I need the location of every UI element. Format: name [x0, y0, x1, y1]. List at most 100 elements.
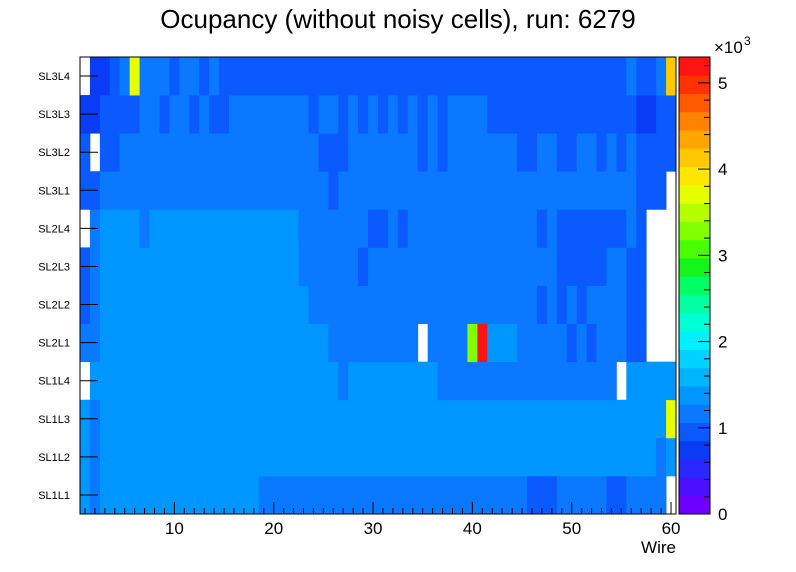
heatmap-cell — [477, 399, 488, 439]
heatmap-cell — [99, 95, 140, 134]
heatmap-cell — [387, 95, 399, 134]
heatmap-cell — [626, 399, 657, 439]
heatmap-cell — [109, 285, 140, 324]
heatmap-cell — [199, 95, 210, 134]
heatmap-cell — [129, 57, 140, 96]
heatmap-cell — [318, 133, 349, 172]
colorbar-swatch — [679, 440, 710, 460]
heatmap-cell — [556, 285, 568, 324]
heatmap-cell — [358, 247, 369, 286]
heatmap-cell — [338, 361, 349, 401]
heatmap-cell — [606, 133, 617, 172]
heatmap-cell — [139, 95, 160, 134]
heatmap-cell — [646, 133, 677, 172]
x-axis: 10 20 30 40 50 60 — [84, 502, 680, 538]
heatmap-cell — [99, 323, 131, 363]
colorbar-swatch — [679, 312, 710, 332]
heatmap-cell — [169, 247, 200, 286]
chart-title: Ocupancy (without noisy cells), run: 627… — [160, 4, 636, 34]
heatmap-cell — [298, 247, 359, 286]
heatmap-cells — [80, 57, 677, 515]
heatmap-cell — [139, 285, 170, 324]
heatmap-cell — [179, 57, 200, 96]
heatmap-cell — [636, 209, 647, 248]
heatmap-cell — [636, 95, 657, 134]
y-tick-label: SL2L2 — [38, 300, 70, 312]
heatmap-cell — [477, 323, 488, 363]
heatmap-cell — [527, 475, 558, 515]
heatmap-cell — [576, 285, 587, 324]
heatmap-cell — [596, 133, 607, 172]
heatmap-cell — [189, 95, 200, 134]
heatmap-cell — [318, 95, 339, 134]
y-axis: SL1L1 SL1L2 SL1L3 SL1L4 SL2L1 SL2L2 SL2L3 SL2L4… — [38, 71, 98, 502]
heatmap-cell — [169, 57, 180, 96]
heatmap-cell — [586, 285, 627, 324]
heatmap-cell — [536, 285, 548, 324]
heatmap-cell — [626, 475, 667, 515]
heatmap-cell — [487, 95, 637, 134]
heatmap-cell — [258, 323, 329, 363]
heatmap-cell — [397, 95, 409, 134]
colorbar-swatch — [679, 258, 710, 277]
heatmap-cell — [368, 209, 389, 248]
heatmap-cell — [99, 437, 637, 477]
heatmap-cell — [149, 475, 220, 515]
colorbar-tick-label: 3 — [718, 246, 727, 265]
colorbar-multiplier-exponent: 3 — [744, 34, 751, 48]
x-tick-label: 10 — [165, 519, 184, 538]
colorbar-swatch — [679, 422, 710, 442]
colorbar-swatch — [679, 203, 710, 222]
heatmap-cell — [487, 399, 528, 439]
heatmap-cell — [626, 361, 637, 401]
colorbar-swatch — [679, 459, 710, 478]
heatmap-cell — [546, 285, 558, 324]
colorbar-swatch — [679, 495, 710, 515]
y-tick-label: SL3L4 — [38, 71, 70, 83]
x-tick-label: 50 — [562, 519, 581, 538]
y-tick-label: SL1L4 — [38, 376, 70, 388]
colorbar-multiplier: ×10 — [714, 38, 743, 57]
heatmap-cell — [536, 209, 548, 248]
heatmap-cell — [229, 285, 309, 324]
heatmap-cell — [169, 285, 230, 324]
heatmap-cell — [517, 323, 568, 363]
heatmap-cell — [348, 95, 359, 134]
y-tick-label: SL3L2 — [38, 147, 70, 159]
heatmap-cell — [238, 323, 250, 363]
heatmap-cell — [378, 95, 389, 134]
heatmap-cell — [159, 95, 170, 134]
heatmap-cell — [368, 95, 379, 134]
heatmap-cell — [427, 95, 438, 134]
heatmap-cell — [199, 247, 299, 286]
heatmap-cell — [328, 323, 419, 363]
colorbar-swatch — [679, 331, 710, 350]
heatmap-cell — [556, 209, 627, 248]
y-tick-label: SL2L3 — [38, 261, 70, 273]
y-tick-label: SL1L1 — [38, 490, 70, 502]
heatmap-cell — [566, 323, 578, 363]
heatmap-cell — [348, 133, 419, 172]
heatmap-cell — [556, 247, 607, 286]
heatmap-cell — [606, 475, 627, 515]
colorbar-tick-label: 4 — [718, 160, 727, 179]
heatmap-cell — [596, 323, 627, 363]
x-axis-label: Wire — [641, 538, 676, 557]
heatmap-cell — [487, 323, 518, 363]
x-tick-label: 30 — [364, 519, 383, 538]
heatmap-cell — [407, 209, 538, 248]
heatmap-cell — [407, 95, 419, 134]
heatmap-cell — [209, 57, 220, 96]
heatmap-cell — [616, 133, 627, 172]
heatmap-cell — [536, 399, 568, 439]
heatmap-cell — [219, 209, 299, 248]
heatmap-cell — [517, 133, 538, 172]
heatmap-cell — [99, 285, 111, 324]
heatmap-cell — [169, 323, 240, 363]
colorbar-swatch — [679, 111, 710, 131]
heatmap-cell — [99, 399, 329, 439]
heatmap-cell — [348, 361, 438, 401]
heatmap-cell — [99, 133, 121, 172]
x-tick-label: 40 — [463, 519, 482, 538]
heatmap-cell — [626, 247, 647, 286]
